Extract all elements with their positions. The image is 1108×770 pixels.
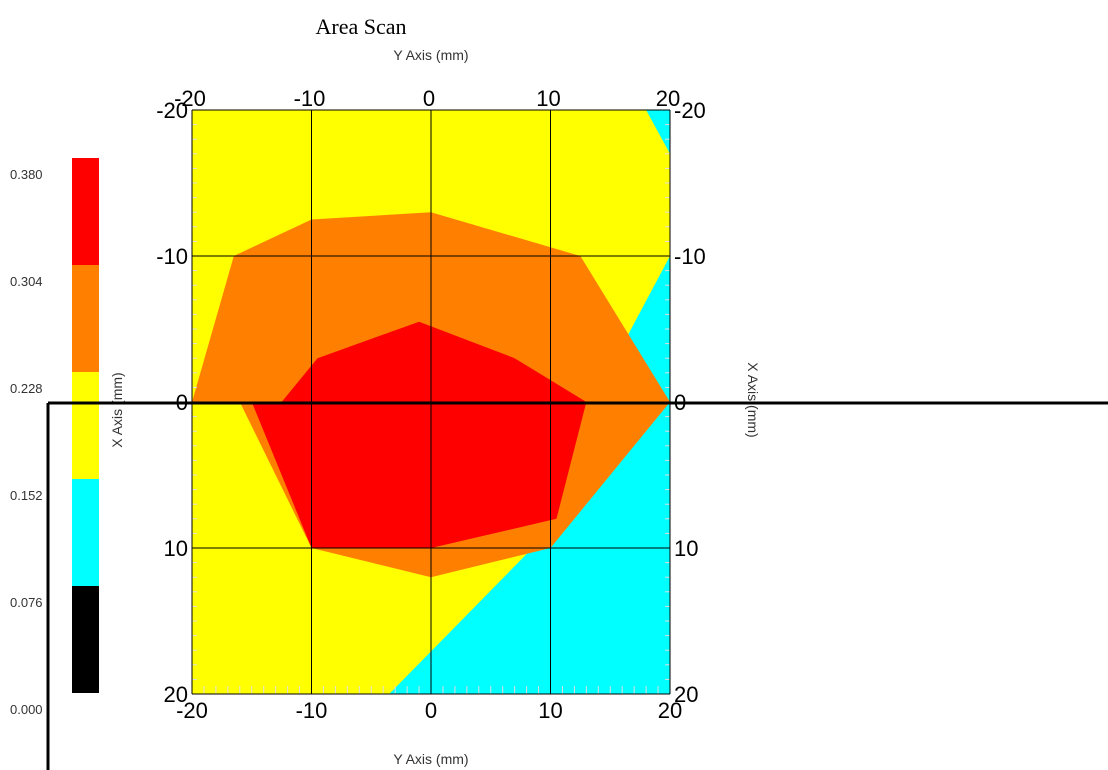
bottom-tick-label: 10 <box>538 698 562 723</box>
colorbar-segment <box>72 265 99 372</box>
colorbar-segment <box>72 158 99 265</box>
bottom-axis-label: Y Axis (mm) <box>393 751 468 767</box>
right-tick-label: -20 <box>674 98 706 123</box>
colorbar-segment <box>72 372 99 479</box>
colorbar-label: 0.228 <box>10 381 43 396</box>
left-tick-label: 20 <box>164 682 188 707</box>
contour-0.304-0.380 <box>251 321 587 548</box>
top-tick-label: 20 <box>656 86 680 111</box>
left-tick-label: -20 <box>156 98 188 123</box>
right-tick-label: 20 <box>674 682 698 707</box>
top-tick-label: -10 <box>294 86 326 111</box>
colorbar-label: 0.076 <box>10 595 43 610</box>
colorbar-segment <box>72 479 99 586</box>
left-tick-label: -10 <box>156 244 188 269</box>
colorbar-label: 0.380 <box>10 167 43 182</box>
top-tick-label: -20 <box>174 86 206 111</box>
chart-title: Area Scan <box>315 14 406 39</box>
bottom-tick-label: -20 <box>176 698 208 723</box>
left-axis-label: X Axis (mm) <box>109 372 125 447</box>
top-tick-label: 10 <box>536 86 560 111</box>
bottom-tick-label: 20 <box>658 698 682 723</box>
top-axis-label: Y Axis (mm) <box>393 47 468 63</box>
right-tick-label: -10 <box>674 244 706 269</box>
colorbar-label: 0.000 <box>10 702 43 717</box>
left-tick-label: 10 <box>164 536 188 561</box>
top-tick-label: 0 <box>423 86 435 111</box>
colorbar-segment <box>72 586 99 693</box>
bottom-tick-label: 0 <box>425 698 437 723</box>
bottom-tick-label: -10 <box>296 698 328 723</box>
colorbar-label: 0.304 <box>10 274 43 289</box>
colorbar-label: 0.152 <box>10 488 43 503</box>
right-tick-label: 10 <box>674 536 698 561</box>
right-axis-label: X Axis (mm) <box>745 362 761 437</box>
